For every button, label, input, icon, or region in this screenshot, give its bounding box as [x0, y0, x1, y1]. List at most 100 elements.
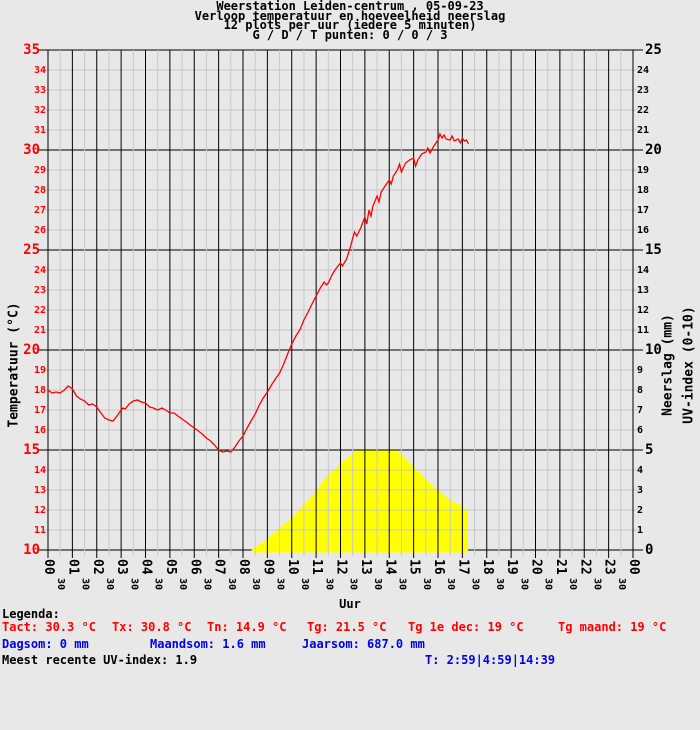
- temperature-line: [47, 132, 470, 453]
- y-right-tick-label: 5: [645, 442, 653, 458]
- x-halfhour-tick-label: 30: [421, 578, 432, 590]
- x-hour-tick-label: 12: [334, 559, 349, 575]
- y-right-tick-label: 16: [637, 225, 649, 236]
- y-right-tick-label: 6: [637, 425, 643, 436]
- x-halfhour-tick-label: 30: [470, 578, 481, 590]
- y-right-tick-label: 9: [637, 365, 643, 376]
- x-hour-tick-label: 16: [431, 559, 446, 575]
- x-hour-tick-label: 10: [285, 559, 300, 575]
- y-right-tick-label: 12: [637, 305, 649, 316]
- y-left-tick-label: 18: [34, 385, 46, 396]
- y-right-tick-label: 11: [637, 325, 649, 336]
- legend-sun-times: T: 2:59|4:59|14:39: [425, 653, 556, 667]
- y-right-tick-label: 17: [637, 205, 649, 216]
- x-halfhour-tick-label: 30: [80, 578, 91, 590]
- legend-tn: Tn: 14.9 °C: [207, 620, 287, 634]
- legend-dagsom: Dagsom: 0 mm: [2, 637, 89, 651]
- x-hour-tick-label: 11: [309, 559, 324, 575]
- legend-tg-1edec: Tg 1e dec: 19 °C: [408, 620, 524, 634]
- x-hour-tick-label: 00: [41, 559, 56, 575]
- chart-canvas: 1011121314151617181920212223242526272829…: [23, 42, 662, 590]
- y-left-tick-label: 32: [34, 105, 46, 116]
- y-left-tick-label: 31: [34, 125, 46, 136]
- y-right-tick-label: 13: [637, 285, 649, 296]
- y-left-axis-title: Temperatuur (°C): [6, 302, 22, 428]
- x-halfhour-tick-label: 30: [275, 578, 286, 590]
- x-hour-tick-label: 19: [504, 559, 519, 575]
- y-left-tick-label: 22: [34, 305, 46, 316]
- y-left-tick-label: 13: [34, 485, 46, 496]
- y-right-tick-label: 19: [637, 165, 649, 176]
- y-right-tick-label: 22: [637, 105, 649, 116]
- x-halfhour-tick-label: 30: [372, 578, 383, 590]
- y-right-tick-label: 7: [637, 405, 643, 416]
- x-halfhour-tick-label: 30: [445, 578, 456, 590]
- y-right-tick-label: 18: [637, 185, 649, 196]
- y-right-tick-label: 10: [645, 342, 662, 358]
- x-hour-tick-label: 21: [553, 559, 568, 575]
- legend-tg-maand: Tg maand: 19 °C: [558, 620, 667, 634]
- y-left-tick-label: 17: [34, 405, 46, 416]
- x-hour-tick-label: 04: [139, 559, 154, 575]
- y-left-tick-label: 24: [34, 265, 46, 276]
- x-hour-tick-label: 13: [358, 559, 373, 575]
- y-left-tick-label: 33: [34, 85, 46, 96]
- x-hour-tick-label: 08: [236, 559, 251, 575]
- x-halfhour-tick-label: 30: [250, 578, 261, 590]
- station-title: Weerstation Leiden-centrum , 05-09-23: [216, 0, 484, 13]
- x-hour-tick-label: 23: [602, 559, 617, 575]
- legend-tg: Tg: 21.5 °C: [307, 620, 387, 634]
- y-left-tick-label: 20: [23, 342, 40, 358]
- x-hour-tick-label: 05: [163, 559, 178, 575]
- x-hour-tick-label: 09: [260, 559, 275, 575]
- y-right-tick-label: 0: [645, 542, 653, 558]
- x-hour-tick-label: 07: [212, 559, 227, 575]
- y-right-tick-label: 8: [637, 385, 643, 396]
- y-left-tick-label: 11: [34, 525, 46, 536]
- x-hour-tick-label: 22: [577, 559, 592, 575]
- y-right-tick-label: 20: [645, 142, 662, 158]
- x-halfhour-tick-label: 30: [616, 578, 627, 590]
- x-halfhour-tick-label: 30: [177, 578, 188, 590]
- x-halfhour-tick-label: 30: [494, 578, 505, 590]
- x-halfhour-tick-label: 30: [104, 578, 115, 590]
- x-halfhour-tick-label: 30: [299, 578, 310, 590]
- y-right-axis-title-uv: UV-index (0-10): [681, 306, 697, 424]
- y-left-tick-label: 16: [34, 425, 46, 436]
- y-left-tick-label: 21: [34, 325, 46, 336]
- x-hour-tick-label: 14: [382, 559, 397, 575]
- uv-index-area: [251, 450, 468, 553]
- y-left-tick-label: 14: [34, 465, 46, 476]
- y-left-tick-label: 15: [23, 442, 40, 458]
- legend-heading: Legenda:: [2, 607, 60, 621]
- y-right-tick-label: 24: [637, 65, 649, 76]
- y-left-tick-label: 28: [34, 185, 46, 196]
- x-halfhour-tick-label: 30: [128, 578, 139, 590]
- y-left-tick-label: 34: [34, 65, 46, 76]
- y-right-tick-label: 14: [637, 265, 649, 276]
- x-hour-tick-label: 06: [187, 559, 202, 575]
- gdt-points-note: G / D / T punten: 0 / 0 / 3: [252, 28, 448, 43]
- y-left-tick-label: 30: [23, 142, 40, 158]
- x-hour-tick-label: 01: [65, 559, 80, 575]
- legend-jaarsom: Jaarsom: 687.0 mm: [302, 637, 425, 651]
- y-right-axis-title-neerslag: Neerslag (mm): [660, 314, 676, 416]
- y-left-tick-label: 23: [34, 285, 46, 296]
- plots-per-hour-note: 12 plots per uur (iedere 5 minuten): [223, 18, 477, 33]
- chart-subtitle: Verloop temperatuur en hoeveelheid neers…: [194, 8, 506, 23]
- y-right-tick-label: 3: [637, 485, 643, 496]
- legend-maandsom: Maandsom: 1.6 mm: [150, 637, 266, 651]
- x-halfhour-tick-label: 30: [543, 578, 554, 590]
- y-right-tick-label: 25: [645, 42, 662, 58]
- legend-tact: Tact: 30.3 °C: [2, 620, 96, 634]
- legend-tx: Tx: 30.8 °C: [112, 620, 192, 634]
- x-halfhour-tick-label: 30: [201, 578, 212, 590]
- y-right-tick-label: 2: [637, 505, 643, 516]
- y-left-tick-label: 27: [34, 205, 46, 216]
- y-left-tick-label: 10: [23, 542, 40, 558]
- chart-title-block: Weerstation Leiden-centrum , 05-09-23 Ve…: [0, 0, 700, 43]
- x-axis-title: Uur: [339, 597, 361, 611]
- x-hour-tick-label: 15: [407, 559, 422, 575]
- x-hour-tick-label: 20: [529, 559, 544, 575]
